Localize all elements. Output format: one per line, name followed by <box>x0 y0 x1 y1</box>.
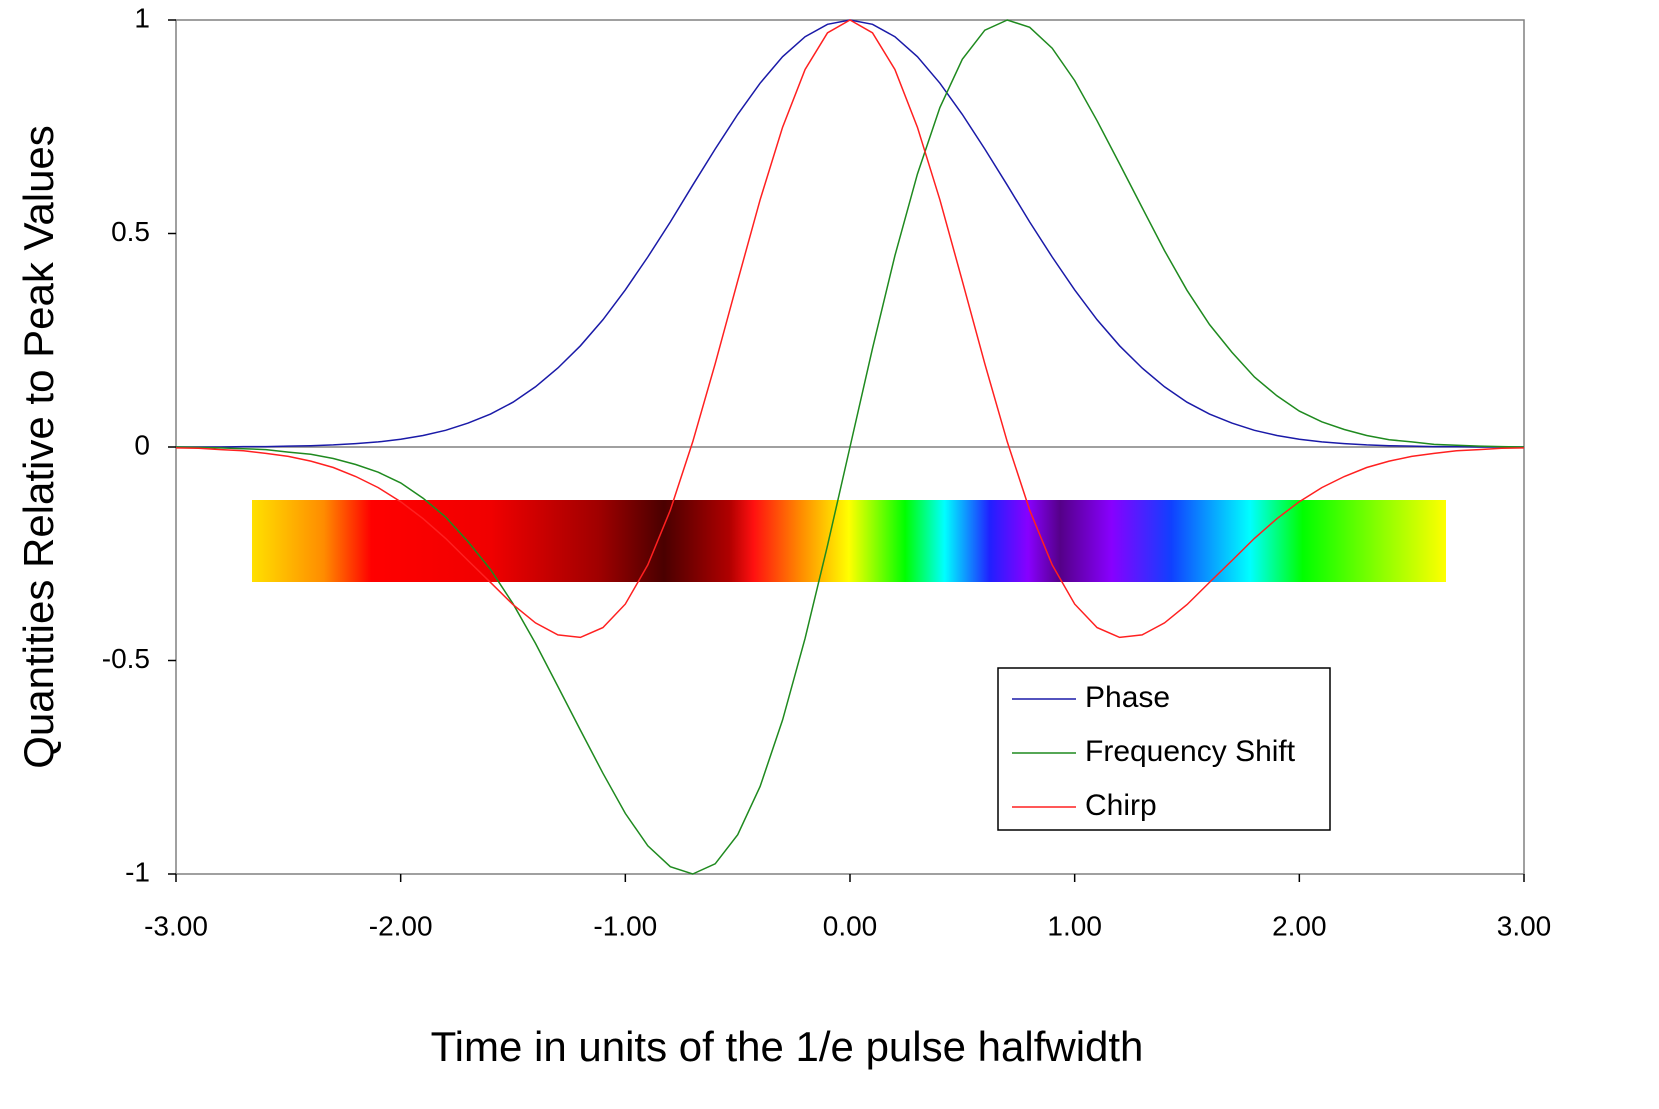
spectrum-bar <box>252 500 1446 582</box>
x-tick-label: -3.00 <box>144 910 208 941</box>
lines <box>175 19 1525 875</box>
legend-label: Chirp <box>1085 789 1157 822</box>
legend-label: Frequency Shift <box>1085 735 1296 768</box>
series-line <box>176 19 1524 448</box>
y-tick-label: 0 <box>134 429 150 460</box>
legend-label: Phase <box>1085 681 1170 714</box>
x-tick-label: 2.00 <box>1272 910 1327 941</box>
x-axis-label: Time in units of the 1/e pulse halfwidth <box>431 1023 1144 1070</box>
x-tick-label: 1.00 <box>1047 910 1102 941</box>
series-line <box>175 19 1525 639</box>
y-axis-label: Quantities Relative to Peak Values <box>15 125 62 769</box>
x-tick-label: 3.00 <box>1497 910 1552 941</box>
y-tick-label: 0.5 <box>111 216 150 247</box>
x-tick-label: -1.00 <box>593 910 657 941</box>
y-tick-label: 1 <box>134 2 150 33</box>
x-tick-label: 0.00 <box>823 910 878 941</box>
series-line <box>175 19 1525 875</box>
axes: -1 -0.5 0 0.5 1 -3.00 -2.00 -1.00 0.00 1.00 2.00 3.… <box>102 2 1552 941</box>
x-tick-label: -2.00 <box>369 910 433 941</box>
legend-entries: Phase Frequency Shift Chirp <box>1012 681 1296 822</box>
y-tick-label: -0.5 <box>102 643 150 674</box>
y-tick-label: -1 <box>125 856 150 887</box>
legend <box>997 667 1331 831</box>
